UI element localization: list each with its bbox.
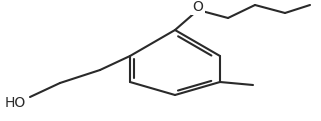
Text: HO: HO xyxy=(5,96,26,110)
Text: O: O xyxy=(193,0,204,14)
